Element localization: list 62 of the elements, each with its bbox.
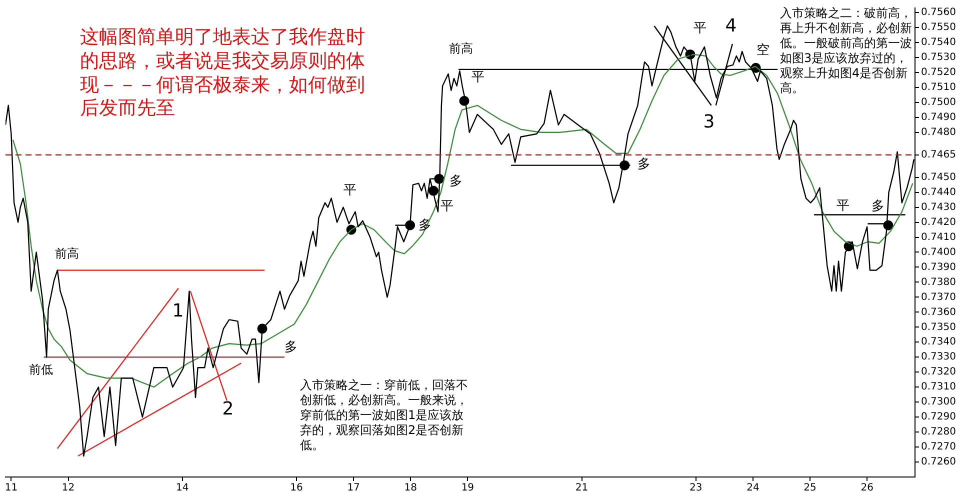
- annotation: 多: [872, 198, 884, 215]
- annotation: 这幅图简单明了地表达了我作盘时的思路，或者说是我交易原则的体现－－－何谓否极泰来，如何做到后发而先至: [80, 26, 366, 121]
- y-tick-label: 0.7560: [921, 7, 956, 18]
- y-tick-label: 0.7370: [921, 292, 956, 303]
- x-tick-label: 18: [404, 482, 417, 494]
- y-tick-label: 0.7310: [921, 382, 956, 393]
- y-tick-label: 0.7270: [921, 442, 956, 453]
- x-tick-label: 25: [804, 482, 816, 494]
- y-tick-label: 0.7440: [921, 186, 956, 198]
- x-tick-label: 17: [347, 482, 360, 494]
- y-tick-label: 0.7290: [921, 412, 956, 423]
- y-tick-label: 0.7330: [921, 352, 956, 363]
- annotation: 多: [284, 339, 298, 356]
- y-tick-label: 0.7530: [921, 52, 956, 64]
- annotation: 平: [472, 69, 484, 86]
- annotation: 入市策略之一：穿前低，回落不创新低，必创新高。一般来说，穿前低的第一波如图1是应该放弃的，观察回落如图2是否创新低。: [300, 378, 469, 453]
- y-tick-label: 0.7510: [921, 82, 956, 94]
- y-tick-label: 0.7350: [921, 322, 956, 333]
- annotation: 平: [344, 182, 356, 199]
- y-tick-label: 0.7550: [921, 22, 956, 34]
- y-tick-label: 0.7340: [921, 336, 956, 348]
- y-tick-label: 0.7360: [921, 306, 956, 318]
- x-tick-label: 12: [62, 482, 75, 494]
- y-tick-label: 0.7540: [921, 37, 956, 48]
- annotation: 前高: [449, 40, 473, 58]
- y-tick-label: 0.7420: [921, 216, 956, 228]
- y-tick-label: 0.7490: [921, 112, 956, 123]
- x-tick-label: 21: [575, 482, 588, 494]
- y-tick-label: 0.7465: [921, 149, 956, 160]
- y-tick-label: 0.7320: [921, 366, 956, 378]
- x-tick-label: 19: [461, 482, 474, 494]
- annotation: 多: [638, 156, 650, 173]
- annotation: 空: [756, 42, 770, 59]
- annotation: 平: [694, 20, 706, 37]
- annotation: 多: [450, 173, 462, 190]
- y-tick-label: 0.7500: [921, 96, 956, 108]
- annotation: 平: [440, 198, 454, 215]
- y-tick-label: 0.7390: [921, 262, 956, 273]
- annotation: 前低: [29, 362, 53, 378]
- y-tick-label: 0.7410: [921, 232, 956, 243]
- y-tick-label: 0.7280: [921, 426, 956, 438]
- x-tick-label: 11: [4, 482, 18, 494]
- annotation: 前高: [55, 246, 79, 262]
- annotation: 2: [222, 398, 234, 420]
- y-tick-label: 0.7400: [921, 246, 956, 258]
- y-tick-label: 0.7300: [921, 396, 956, 408]
- annotation: 4: [725, 16, 737, 36]
- y-tick-label: 0.7480: [921, 126, 956, 138]
- x-tick-label: 23: [690, 482, 702, 494]
- annotation: 1: [172, 300, 184, 322]
- x-tick-label: 26: [860, 482, 874, 494]
- y-tick-label: 0.7450: [921, 172, 956, 183]
- y-tick-label: 0.7380: [921, 276, 956, 288]
- x-tick-label: 24: [746, 482, 760, 494]
- y-tick-label: 0.7520: [921, 67, 956, 78]
- x-tick-label: 16: [290, 482, 303, 494]
- annotation: 入市策略之二：破前高，再上升不创新高，必创新低。一般破前高的第一波如图3是应该放弃过的，观察上升如图4是否创新高。: [780, 6, 913, 96]
- x-tick-label: 14: [176, 482, 189, 494]
- y-tick-label: 0.7260: [921, 456, 956, 468]
- annotation: 3: [703, 112, 715, 132]
- annotation: 平: [836, 198, 850, 214]
- y-tick-label: 0.7430: [921, 202, 956, 213]
